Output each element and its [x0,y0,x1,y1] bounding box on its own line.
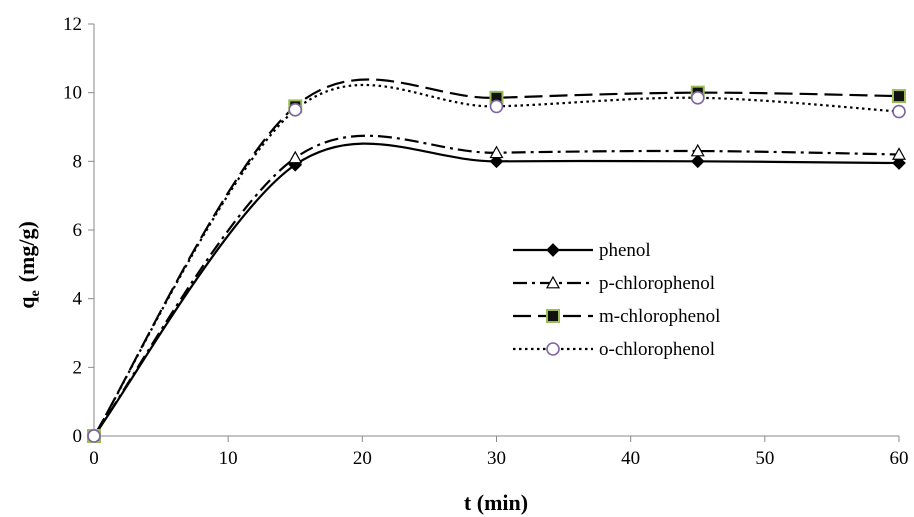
data-point-p-chlorophenol [288,150,303,164]
y-axis-title: qe (mg/g) [14,221,43,309]
data-point-p-chlorophenol [690,143,705,157]
legend-label-m-chlorophenol: m-chlorophenol [599,306,720,327]
legend-marker-p-chlorophenol [545,275,561,289]
y-tick-label: 0 [73,426,83,447]
x-tick-label: 20 [353,448,372,469]
data-point-o-chlorophenol [87,429,101,443]
legend-label-p-chlorophenol: p-chlorophenol [599,273,715,294]
legend-label-phenol: phenol [599,240,651,261]
x-tick-label: 50 [755,448,774,469]
legend-marker-phenol [546,243,560,257]
x-tick-label: 60 [890,448,909,469]
data-point-phenol [489,154,504,169]
x-tick-label: 30 [487,448,506,469]
y-axis-title-subscript: e [28,290,43,296]
data-point-o-chlorophenol [288,103,303,117]
data-point-phenol [892,156,906,170]
legend-label-o-chlorophenol: o-chlorophenol [599,339,715,360]
y-tick-label: 10 [63,83,82,104]
data-point-o-chlorophenol [892,104,906,119]
x-tick-label: 0 [89,448,99,469]
data-point-o-chlorophenol [489,99,504,114]
x-tick-label: 10 [219,448,238,469]
data-point-m-chlorophenol [892,89,906,104]
y-axis-title-unit: (mg/g) [14,221,39,282]
legend: phenol p-chlorophenol m-chlorophenol o-chlo… [513,240,720,360]
legend-marker-o-chlorophenol [546,342,560,356]
y-axis-title-main: q [14,296,39,309]
y-tick-label: 8 [73,151,83,172]
axes: 0 2 4 6 8 10 12 0 10 20 30 40 50 60 [63,14,909,469]
data-point-phenol [690,154,705,169]
y-tick-label: 4 [73,289,83,310]
legend-marker-m-chlorophenol [546,309,560,323]
series-line-p-chlorophenol [93,134,900,437]
series-markers [86,85,907,443]
y-tick-label: 2 [73,357,83,378]
x-tick-label: 40 [621,448,640,469]
y-tick-label: 6 [73,220,83,241]
series-line-o-chlorophenol [93,83,900,437]
data-point-p-chlorophenol [891,147,907,160]
data-point-p-chlorophenol [489,145,504,159]
series-line-phenol [93,142,900,437]
y-tick-label: 12 [63,14,82,35]
series-lines [93,78,900,437]
x-axis-title: t (min) [464,490,528,515]
series-line-m-chlorophenol [93,78,900,437]
data-point-o-chlorophenol [690,91,705,105]
